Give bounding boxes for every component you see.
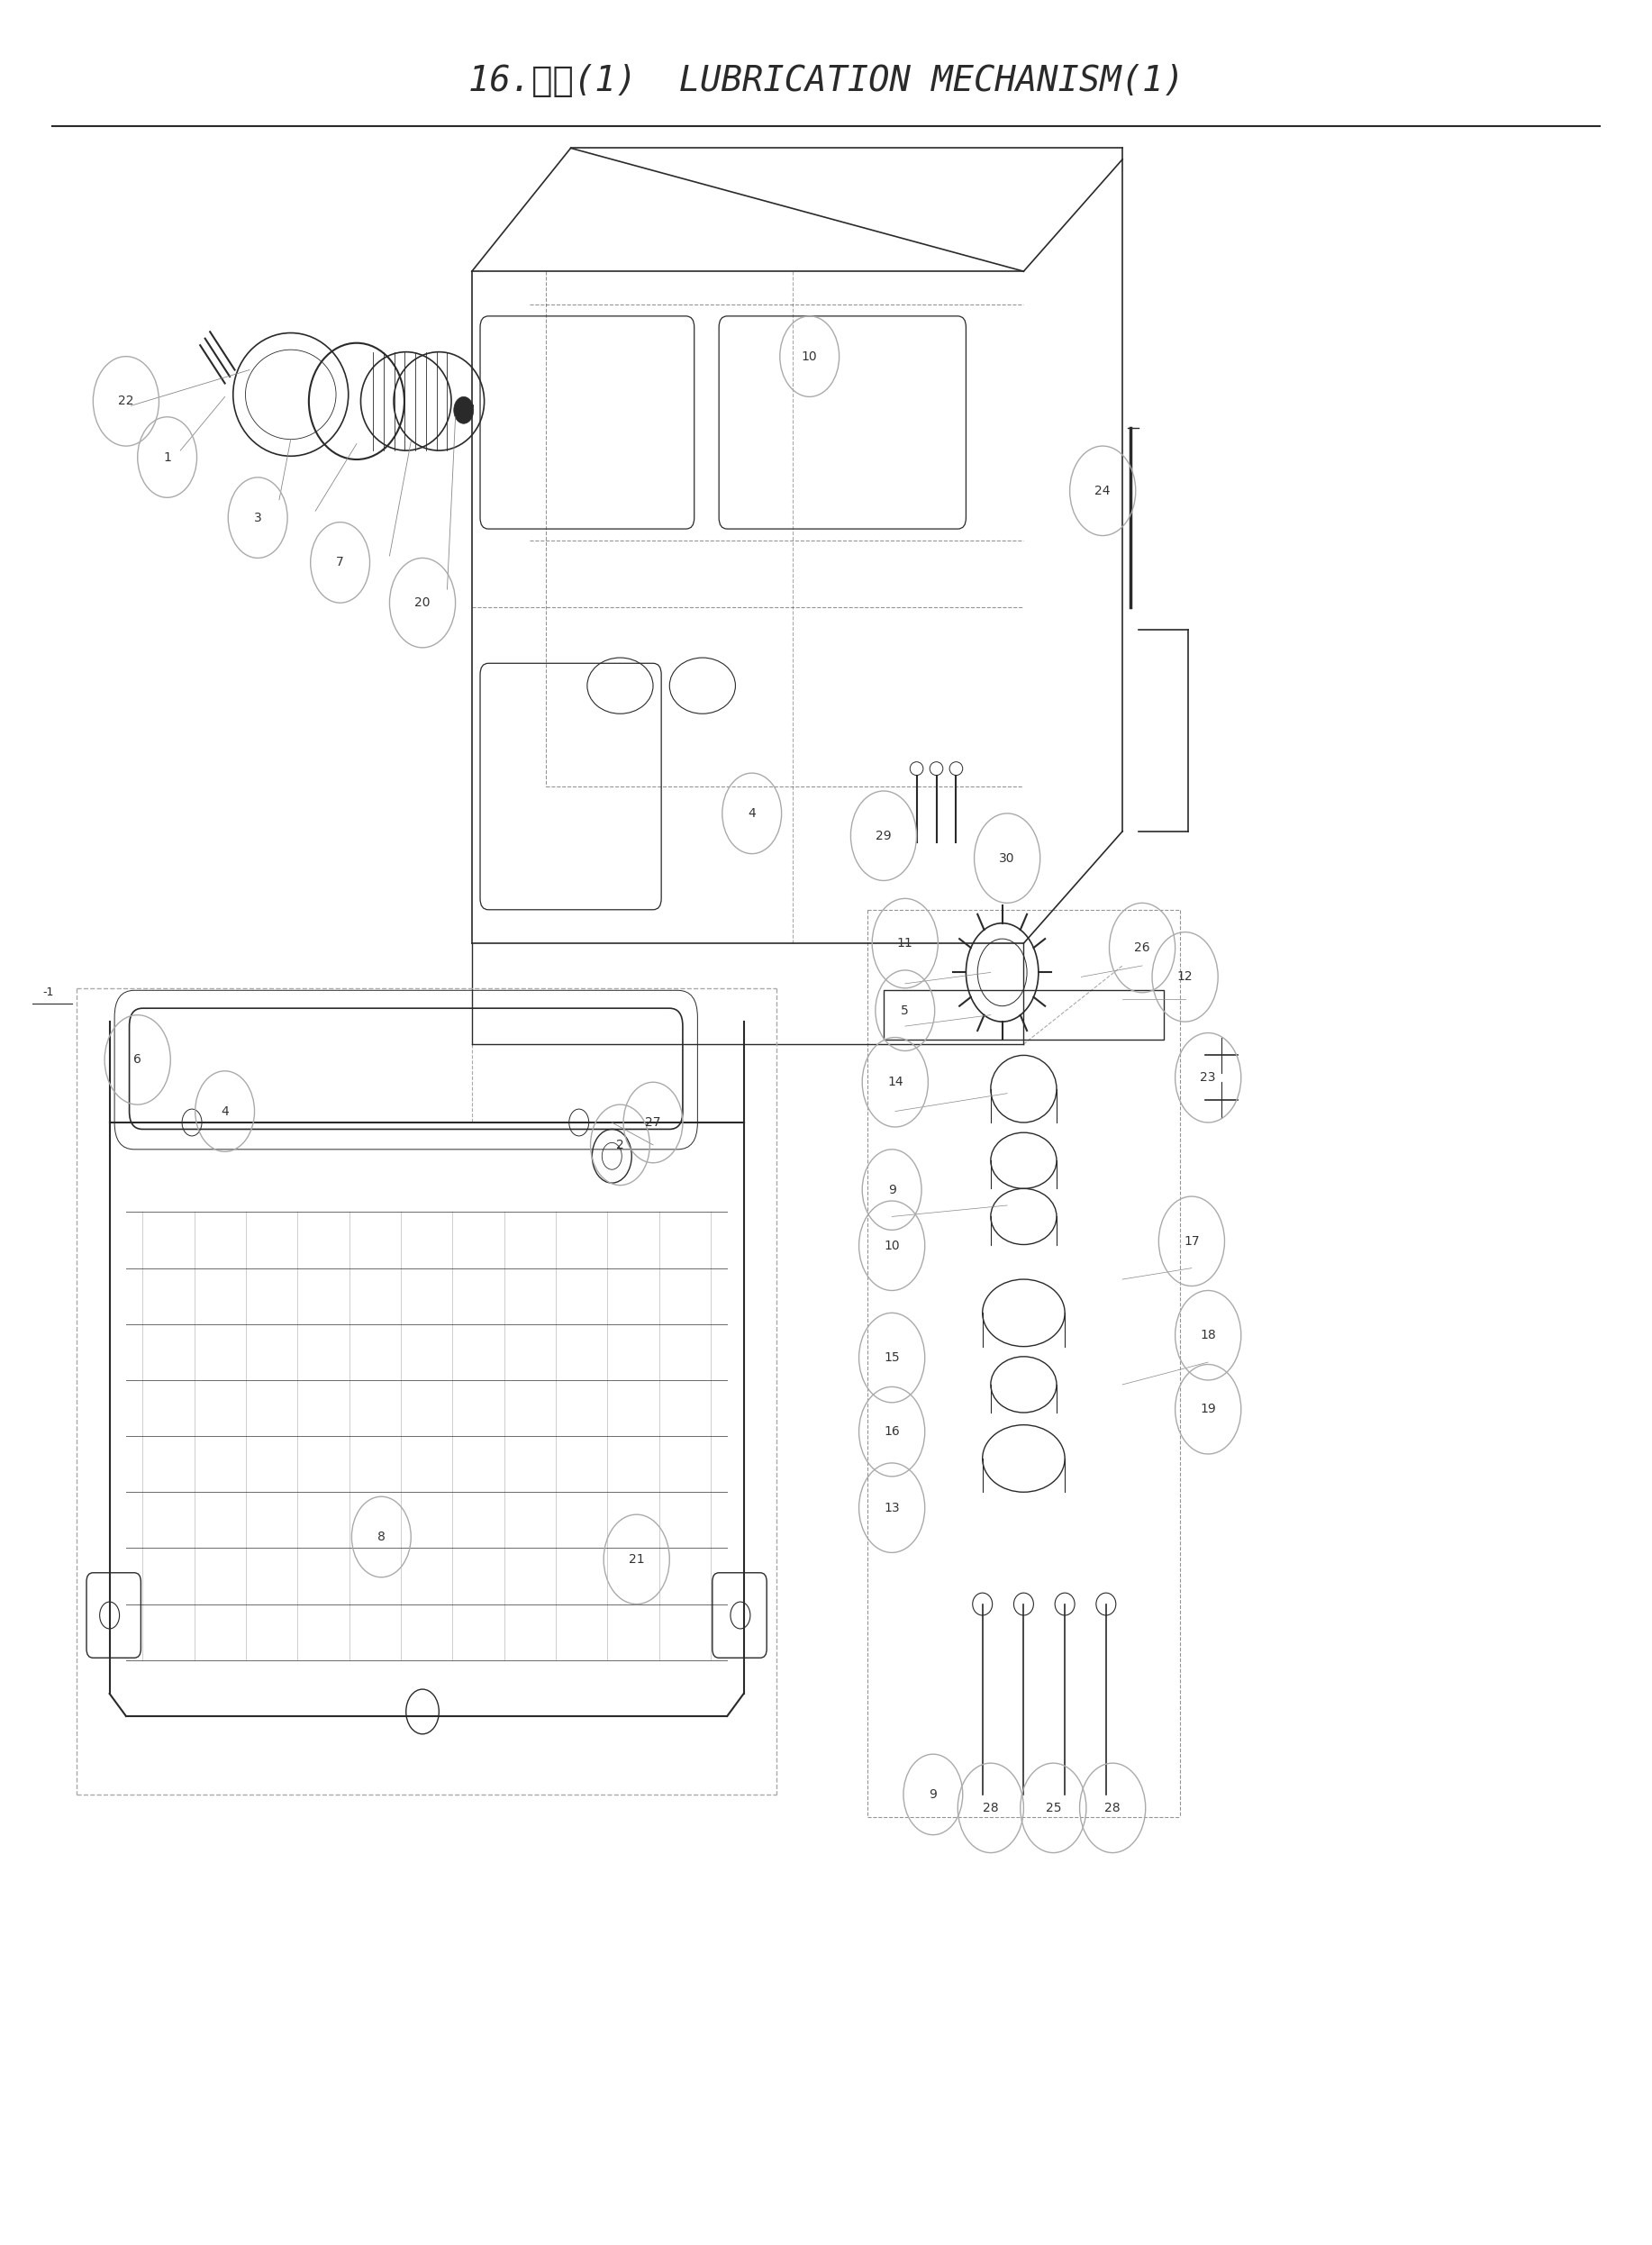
Text: 17: 17 [1184, 1235, 1199, 1248]
Text: 14: 14 [887, 1075, 904, 1089]
Text: 9: 9 [887, 1183, 895, 1197]
Text: 4: 4 [221, 1105, 228, 1118]
Text: 30: 30 [999, 851, 1014, 864]
Text: 13: 13 [884, 1502, 900, 1513]
Text: 6: 6 [134, 1053, 142, 1066]
Text: 26: 26 [1135, 941, 1150, 954]
Text: -1: -1 [43, 988, 55, 999]
Text: 9: 9 [928, 1789, 937, 1800]
Text: 23: 23 [1201, 1071, 1216, 1084]
Text: 2: 2 [616, 1138, 624, 1152]
Text: 10: 10 [884, 1239, 900, 1253]
Text: 24: 24 [1095, 485, 1110, 496]
Text: 28: 28 [1105, 1803, 1120, 1814]
Text: 22: 22 [119, 395, 134, 409]
Text: 10: 10 [801, 350, 818, 364]
Text: 5: 5 [900, 1004, 909, 1017]
Text: 25: 25 [1046, 1803, 1061, 1814]
Text: 12: 12 [1178, 970, 1193, 983]
Text: 21: 21 [629, 1554, 644, 1565]
Text: 1: 1 [164, 451, 172, 462]
Text: 18: 18 [1199, 1329, 1216, 1343]
Circle shape [454, 397, 474, 424]
Text: 19: 19 [1199, 1403, 1216, 1417]
Bar [884, 990, 1163, 1039]
Text: 11: 11 [897, 936, 914, 950]
Text: 28: 28 [983, 1803, 999, 1814]
Text: 15: 15 [884, 1351, 900, 1365]
Text: 4: 4 [748, 806, 757, 819]
Text: 3: 3 [254, 512, 261, 523]
Text: 7: 7 [337, 557, 344, 568]
Text: 8: 8 [377, 1531, 385, 1542]
Text: 16: 16 [884, 1426, 900, 1439]
Text: 20: 20 [415, 597, 431, 608]
Text: 27: 27 [646, 1116, 661, 1129]
Text: 16.給油(1)  LUBRICATION MECHANISM(1): 16.給油(1) LUBRICATION MECHANISM(1) [468, 63, 1184, 99]
Text: 29: 29 [876, 828, 892, 842]
